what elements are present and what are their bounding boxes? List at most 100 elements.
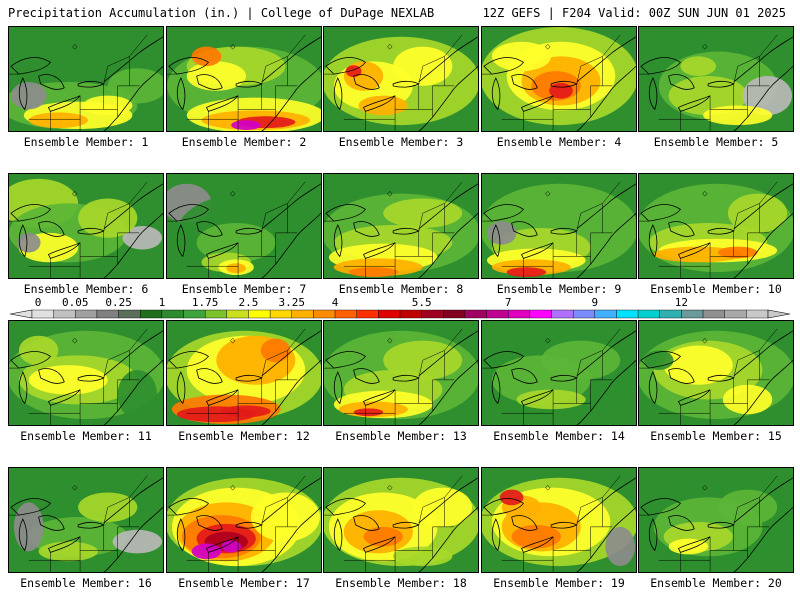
st-lawrence-outline (261, 330, 321, 377)
ensemble-member-label: Ensemble Member: 2 (181, 135, 307, 149)
st-lawrence-outline (418, 36, 478, 83)
ensemble-member-map: ◇ (323, 467, 479, 573)
precip-shade (358, 95, 408, 116)
precip-shade (717, 489, 778, 525)
colorbar-tick-label: 4 (332, 296, 339, 309)
lake-huron-outline (668, 221, 695, 237)
lake-superior-outline (325, 204, 367, 222)
state-borders (501, 350, 613, 425)
station-marker: ◇ (702, 190, 708, 198)
coastline-outline (261, 212, 321, 278)
precip-field-svg: ◇ (9, 321, 163, 425)
ensemble-member-label: Ensemble Member: 8 (338, 282, 464, 296)
colorbar-swatch (572, 309, 596, 319)
precip-shade (226, 263, 246, 274)
st-lawrence-outline (576, 183, 636, 230)
precip-shade (10, 81, 47, 110)
coastline-outline (576, 212, 636, 278)
colorbar-swatch (421, 309, 444, 319)
st-lawrence-outline (261, 36, 321, 83)
precip-shade (250, 492, 321, 542)
precip-field-svg: ◇ (324, 174, 478, 278)
colorbar-swatch (334, 309, 357, 319)
precip-shade (491, 41, 552, 72)
colorbar-swatch (248, 309, 271, 319)
state-borders (658, 497, 770, 572)
colorbar-swatch (96, 309, 119, 319)
state-borders (186, 350, 298, 425)
lake-superior-outline (10, 57, 52, 75)
coastline-outline (261, 506, 321, 572)
colorbar-tick-label: 1.75 (192, 296, 219, 309)
ensemble-member-map: ◇ (8, 26, 164, 132)
state-borders (186, 497, 298, 572)
coastline-outline (261, 65, 321, 131)
coastline-outline (418, 359, 478, 425)
ensemble-member-map: ◇ (323, 173, 479, 279)
precip-shade (112, 529, 163, 554)
lake-superior-outline (483, 498, 525, 516)
state-borders (343, 497, 455, 572)
lake-huron-outline (511, 74, 538, 90)
precip-field-svg: ◇ (9, 27, 163, 131)
coastline-outline (261, 359, 321, 425)
ensemble-member-label: Ensemble Member: 14 (493, 429, 625, 443)
intl-border (9, 34, 148, 84)
precip-shade (117, 370, 158, 420)
lake-michigan-outline (176, 518, 186, 552)
precip-shade (83, 95, 133, 116)
lake-michigan-outline (333, 77, 343, 111)
station-marker: ◇ (72, 43, 78, 51)
ensemble-member-map: ◇ (481, 173, 637, 279)
colorbar-swatch (118, 309, 141, 319)
lake-superior-outline (483, 204, 525, 222)
lake-huron-outline (196, 515, 223, 531)
lake-huron-outline (38, 368, 65, 384)
colorbar-swatch (53, 309, 76, 319)
intl-border (167, 34, 306, 84)
ensemble-member-label: Ensemble Member: 7 (181, 282, 307, 296)
ensemble-member-map: ◇ (8, 467, 164, 573)
state-borders (28, 56, 140, 131)
colorbar-swatch (508, 309, 531, 319)
lake-huron-outline (353, 221, 380, 237)
station-marker: ◇ (545, 337, 551, 345)
colorbar-swatch (378, 309, 401, 319)
precip-shade (680, 56, 716, 77)
ensemble-member-label: Ensemble Member: 19 (493, 576, 625, 590)
coastline-outline (733, 212, 793, 278)
coastline-outline (576, 65, 636, 131)
colorbar-right-arrow (767, 309, 791, 319)
ensemble-member-map: ◇ (638, 26, 794, 132)
lake-superior-outline (325, 57, 367, 75)
precip-shade (499, 489, 524, 506)
state-borders (343, 350, 455, 425)
lake-superior-outline (640, 57, 682, 75)
colorbar-tick-label: 0.05 (62, 296, 89, 309)
intl-border (324, 475, 463, 525)
ensemble-member-map: ◇ (638, 467, 794, 573)
ensemble-member-map: ◇ (323, 26, 479, 132)
precip-shade (18, 335, 59, 366)
colorbar-swatch (529, 309, 552, 319)
lake-superior-outline (168, 57, 210, 75)
intl-border (639, 181, 778, 231)
colorbar-swatch (291, 309, 314, 319)
precip-field-svg: ◇ (167, 468, 321, 572)
lake-superior-outline (640, 204, 682, 222)
colorbar-swatch (226, 309, 249, 319)
lake-huron-outline (353, 74, 380, 90)
colorbar-swatch (681, 309, 704, 319)
model-valid-time: 12Z GEFS | F204 Valid: 00Z SUN JUN 01 20… (482, 6, 786, 20)
ensemble-member-label: Ensemble Member: 6 (23, 282, 149, 296)
st-lawrence-outline (576, 330, 636, 377)
precip-shade (191, 543, 222, 560)
ensemble-member-label: Ensemble Member: 16 (20, 576, 152, 590)
coastline-outline (103, 212, 163, 278)
precip-shade (727, 193, 788, 233)
precip-field-svg: ◇ (167, 27, 321, 131)
precip-field-svg: ◇ (324, 321, 478, 425)
lake-michigan-outline (648, 77, 658, 111)
colorbar-swatch (356, 309, 379, 319)
precip-colorbar: 0 0.05 0.25 1 1.75 2.5 3.25 4 5.5 7 9 12 (8, 296, 792, 320)
